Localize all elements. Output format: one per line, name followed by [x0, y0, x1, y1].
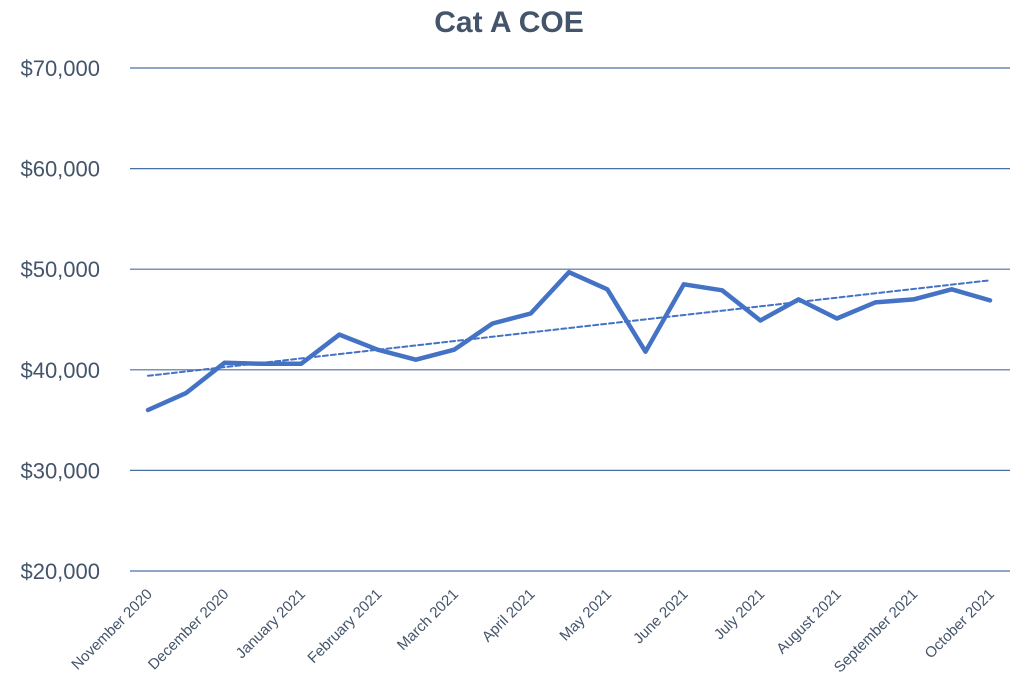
x-tick-label: October 2021: [922, 586, 998, 662]
x-tick-label: May 2021: [556, 586, 615, 645]
x-tick-label: February 2021: [304, 586, 385, 667]
y-tick-label: $30,000: [20, 458, 100, 483]
y-axis-ticks: $20,000 $30,000 $40,000 $50,000 $60,000 $70,0…: [20, 56, 100, 584]
x-tick-label: July 2021: [711, 586, 768, 643]
series-layer: [145, 269, 993, 413]
y-tick-label: $40,000: [20, 358, 100, 383]
y-tick-label: $20,000: [20, 559, 100, 584]
x-tick-label: June 2021: [630, 586, 692, 648]
trendline: [147, 279, 991, 377]
gridlines: [130, 67, 1010, 572]
y-tick-label: $70,000: [20, 56, 100, 81]
x-tick-label: April 2021: [479, 586, 539, 646]
x-tick-label: March 2021: [394, 586, 462, 654]
x-tick-label: January 2021: [233, 586, 309, 662]
y-tick-label: $60,000: [20, 157, 100, 182]
x-tick-label: August 2021: [773, 586, 845, 658]
x-tick-label: November 2020: [68, 586, 155, 673]
chart-title: Cat A COE: [434, 6, 583, 39]
series-line: [145, 269, 993, 413]
x-tick-label: September 2021: [831, 586, 921, 676]
x-tick-label: December 2020: [145, 586, 232, 673]
y-tick-label: $50,000: [20, 257, 100, 282]
